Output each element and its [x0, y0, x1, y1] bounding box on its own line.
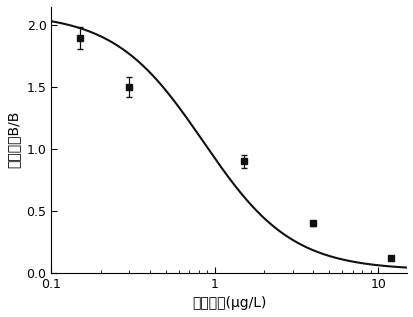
X-axis label: 样品浓度(μg/L): 样品浓度(μg/L): [192, 296, 266, 310]
Y-axis label: 吸光度（B/B: 吸光度（B/B: [7, 111, 21, 168]
